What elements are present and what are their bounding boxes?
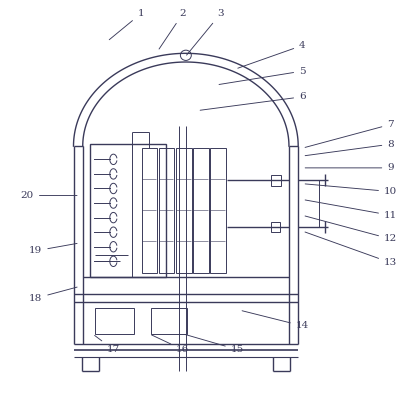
Text: 5: 5 xyxy=(219,67,306,85)
Text: 10: 10 xyxy=(305,184,397,196)
Text: 6: 6 xyxy=(200,92,306,110)
Bar xyxy=(90,144,166,276)
Bar xyxy=(159,148,174,273)
Bar xyxy=(271,175,281,186)
Bar xyxy=(176,148,192,273)
Text: 7: 7 xyxy=(305,120,394,147)
Text: 9: 9 xyxy=(305,164,394,172)
Bar xyxy=(271,222,280,232)
Text: 16: 16 xyxy=(152,335,189,354)
Text: 12: 12 xyxy=(305,216,397,243)
Text: 13: 13 xyxy=(305,232,397,267)
Bar xyxy=(142,148,157,273)
Text: 20: 20 xyxy=(21,191,77,200)
Text: 14: 14 xyxy=(242,311,309,330)
Text: 18: 18 xyxy=(29,287,77,303)
Bar xyxy=(94,308,134,334)
Text: 17: 17 xyxy=(94,335,120,354)
Text: 4: 4 xyxy=(238,41,306,68)
Text: 1: 1 xyxy=(109,9,144,40)
Text: 15: 15 xyxy=(185,335,244,354)
Bar xyxy=(151,308,187,334)
Text: 19: 19 xyxy=(29,243,77,255)
Text: 3: 3 xyxy=(186,9,224,55)
Text: 2: 2 xyxy=(159,9,186,49)
Text: 8: 8 xyxy=(305,140,394,156)
Text: 11: 11 xyxy=(305,200,397,220)
Bar xyxy=(210,148,226,273)
Bar xyxy=(193,148,209,273)
